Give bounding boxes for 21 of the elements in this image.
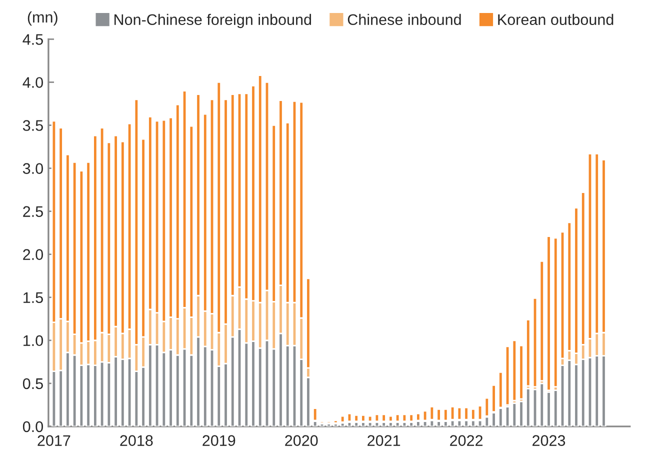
y-tick-label: 3.0	[22, 163, 43, 174]
x-tick-label: 2020	[285, 435, 318, 446]
y-tick-label: 4.5	[22, 34, 43, 45]
x-tick-label: 2022	[450, 435, 483, 446]
legend-label: Chinese inbound	[348, 14, 461, 26]
legend-label: Korean outbound	[498, 14, 614, 26]
legend-label: Non-Chinese foreign inbound	[114, 14, 312, 28]
y-tick-label: 2.0	[23, 249, 43, 260]
y-tick-label: 0.0	[22, 421, 43, 432]
x-tick-label: 2017	[38, 435, 70, 446]
x-tick-label: 2018	[120, 435, 153, 446]
y-tick-label: 0.5	[22, 378, 43, 390]
y-axis-title: (mn)	[28, 11, 58, 26]
y-tick-label: 2.5	[23, 206, 43, 217]
x-tick-label: 2023	[532, 435, 566, 446]
y-tick-label: 1.5	[24, 292, 43, 304]
x-tick-label: 2021	[368, 435, 400, 446]
y-tick-label: 1.0	[24, 335, 43, 346]
y-tick-label: 3.5	[22, 120, 43, 131]
x-tick-label: 2019	[202, 435, 236, 446]
y-tick-label: 4.0	[22, 77, 43, 88]
